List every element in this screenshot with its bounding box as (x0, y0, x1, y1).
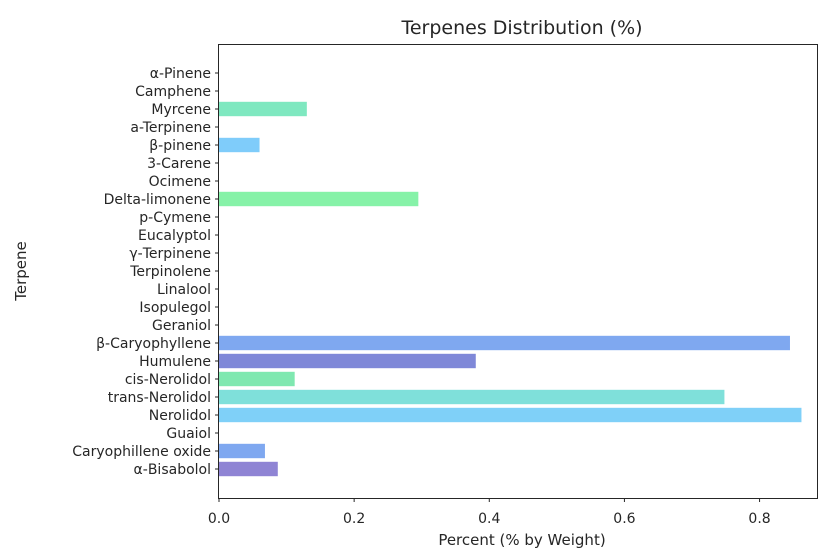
y-axis-label: Terpene (12, 241, 30, 302)
y-tick-label: γ-Terpinene (129, 246, 211, 262)
y-tick-label: p-Cymene (139, 210, 211, 226)
y-tick-label: β-pinene (149, 138, 211, 154)
x-tick-label: 0.2 (343, 511, 365, 527)
bar (219, 389, 725, 405)
bar (219, 137, 260, 153)
x-tick-label: 0.4 (478, 511, 500, 527)
bar (219, 353, 476, 369)
y-tick-label: Camphene (135, 84, 211, 100)
chart-title: Terpenes Distribution (%) (400, 17, 642, 39)
x-tick-label: 0.8 (748, 511, 770, 527)
y-tick-label: Caryophillene oxide (72, 444, 211, 460)
y-tick-label: a-Terpinene (130, 120, 211, 136)
bar (219, 371, 295, 387)
y-tick-label: Eucalyptol (138, 228, 211, 244)
bar (219, 461, 278, 477)
bar (219, 191, 419, 207)
x-axis-ticks: 0.0 0.2 0.4 0.6 0.8 (208, 498, 771, 527)
bar (219, 407, 802, 423)
bar (219, 101, 307, 117)
y-tick-label: trans-Nerolidol (108, 390, 211, 406)
y-axis-ticks: α-Pinene Camphene Myrcene a-Terpinene β-pine… (72, 66, 219, 478)
y-tick-label: β-Caryophyllene (96, 336, 211, 352)
y-tick-label: α-Bisabolol (134, 462, 211, 478)
bar (219, 335, 790, 351)
y-tick-label: Guaiol (166, 426, 211, 442)
y-tick-label: Linalool (157, 282, 211, 298)
y-tick-label: Humulene (139, 354, 211, 370)
y-tick-label: Isopulegol (139, 300, 211, 316)
y-tick-label: Ocimene (149, 174, 211, 190)
x-tick-label: 0.6 (613, 511, 635, 527)
y-tick-label: Geraniol (152, 318, 211, 334)
bars-group (219, 101, 802, 477)
y-tick-label: cis-Nerolidol (125, 372, 211, 388)
plot-frame (218, 44, 818, 499)
y-tick-label: α-Pinene (150, 66, 211, 82)
x-axis-label: Percent (% by Weight) (438, 531, 605, 549)
y-tick-label: Terpinolene (129, 264, 211, 280)
y-tick-label: 3-Carene (147, 156, 211, 172)
x-tick-label: 0.0 (208, 511, 230, 527)
y-tick-label: Delta-limonene (104, 192, 211, 208)
y-tick-label: Nerolidol (149, 408, 211, 424)
y-tick-label: Myrcene (151, 102, 211, 118)
bar (219, 443, 265, 459)
